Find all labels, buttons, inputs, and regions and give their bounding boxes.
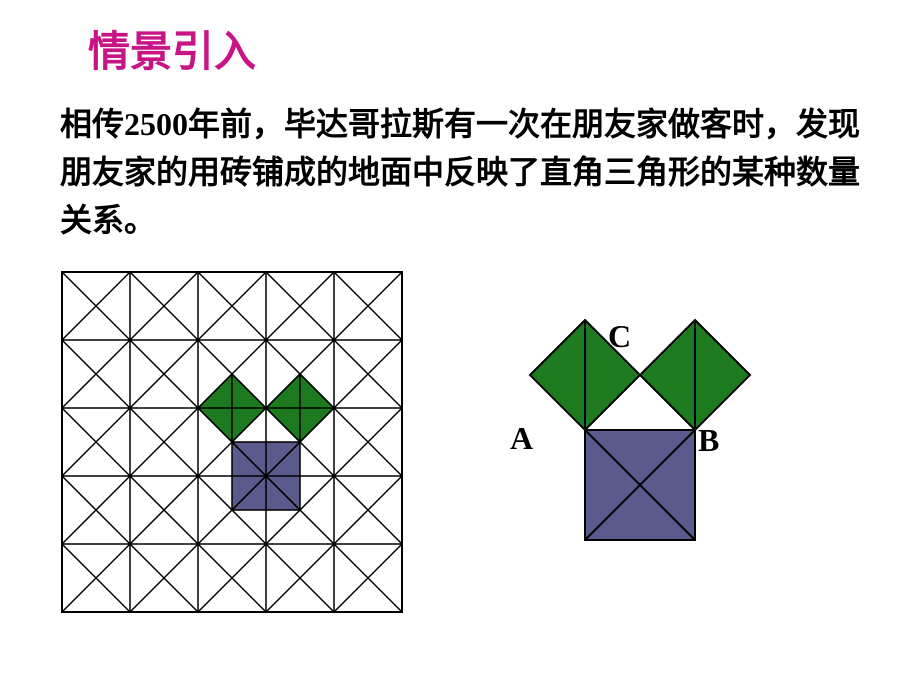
vertex-label-c: C (608, 318, 631, 355)
section-title: 情景引入 (88, 18, 256, 79)
pythagoras-diagram (500, 300, 780, 585)
vertex-label-a: A (510, 420, 533, 457)
vertex-label-b: B (698, 422, 719, 459)
tile-grid-diagram (60, 270, 404, 619)
body-paragraph: 相传2500年前，毕达哥拉斯有一次在朋友家做客时，发现朋友家的用砖铺成的地面中反… (60, 100, 860, 244)
